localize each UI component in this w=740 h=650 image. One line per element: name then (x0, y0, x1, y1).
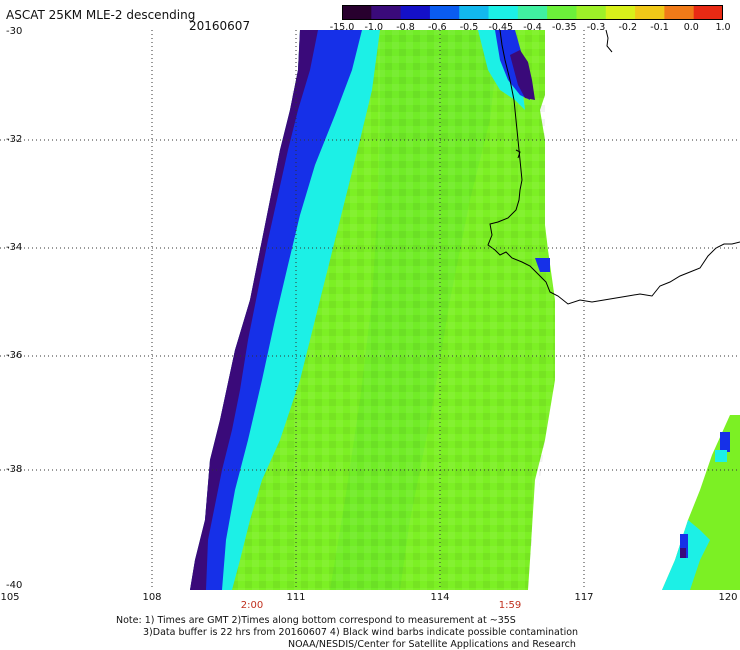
swath-west-purple (190, 30, 318, 590)
coastline (487, 29, 740, 305)
coastline-north (605, 29, 613, 53)
colorbar-label: -0.6 (427, 22, 447, 33)
colorbar-segment (400, 5, 431, 20)
lat-label: -30 (6, 26, 23, 37)
colorbar-label: -0.45 (488, 22, 514, 33)
colorbar-label: -0.8 (396, 22, 415, 33)
main-swath (190, 30, 555, 590)
swath-coast-blue-patch (535, 258, 550, 272)
colorbar-labels: -15.0 -1.0 -0.8 -0.6 -0.5 -0.45 -0.4 -0.35 -0.3 -… (0, 22, 740, 36)
note-line-2: 3)Data buffer is 22 hrs from 20160607 4)… (143, 627, 579, 638)
lon-label: 105 (0, 592, 20, 603)
lat-label: -32 (6, 134, 23, 145)
colorbar (342, 5, 723, 20)
note-line-3: NOAA/NESDIS/Center for Satellite Applica… (288, 639, 576, 650)
right-swath-blue (680, 534, 688, 558)
colorbar-label: -0.5 (459, 22, 479, 33)
colorbar-segment (605, 5, 636, 20)
colorbar-segment (576, 5, 607, 20)
right-swath (662, 415, 740, 590)
colorbar-label: 0.0 (683, 22, 699, 33)
swath-east-purple (510, 50, 535, 100)
colorbar-segment (342, 5, 372, 20)
map-date: 20160607 (189, 19, 251, 33)
colorbar-segment (664, 5, 695, 20)
colorbar-border (342, 5, 723, 20)
lat-label: -34 (6, 242, 23, 253)
colorbar-segment (517, 5, 548, 20)
map-title: ASCAT 25KM MLE-2 descending (6, 8, 196, 22)
lon-label: 117 (574, 592, 594, 603)
swath-west-blue (190, 30, 362, 590)
time-label-east: 1:59 (498, 600, 522, 611)
colorbar-segment (371, 5, 402, 20)
lon-label: 108 (142, 592, 162, 603)
lat-label: -38 (6, 464, 23, 475)
time-label-west: 2:00 (240, 600, 264, 611)
right-swath-blue-top (720, 432, 730, 452)
colorbar-segment (547, 5, 578, 20)
colorbar-segment (635, 5, 665, 20)
coastline-rottnest (515, 149, 521, 159)
colorbar-label: -0.4 (523, 22, 542, 33)
colorbar-segment (459, 5, 490, 20)
lon-label: 114 (430, 592, 450, 603)
colorbar-segment (488, 5, 519, 20)
right-swath-cyan-top (715, 450, 727, 462)
colorbar-label: -0.35 (551, 22, 577, 33)
grid (0, 30, 740, 590)
lat-label: -40 (6, 580, 23, 591)
lon-label: 120 (718, 592, 738, 603)
colorbar-label: -0.3 (586, 22, 606, 33)
lat-label: -36 (6, 350, 23, 361)
colorbar-label: -15.0 (329, 22, 355, 33)
colorbar-segment (429, 5, 460, 20)
colorbar-label: -0.1 (650, 22, 669, 33)
colorbar-label: 1.0 (715, 22, 731, 33)
right-swath-purple (680, 548, 686, 558)
colorbar-label: -1.0 (364, 22, 384, 33)
note-line-1: Note: 1) Times are GMT 2)Times along bot… (116, 615, 516, 626)
colorbar-segment (693, 5, 723, 20)
lon-label: 111 (286, 592, 306, 603)
coastline-west-australia (487, 29, 740, 305)
colorbar-label: -0.2 (618, 22, 638, 33)
